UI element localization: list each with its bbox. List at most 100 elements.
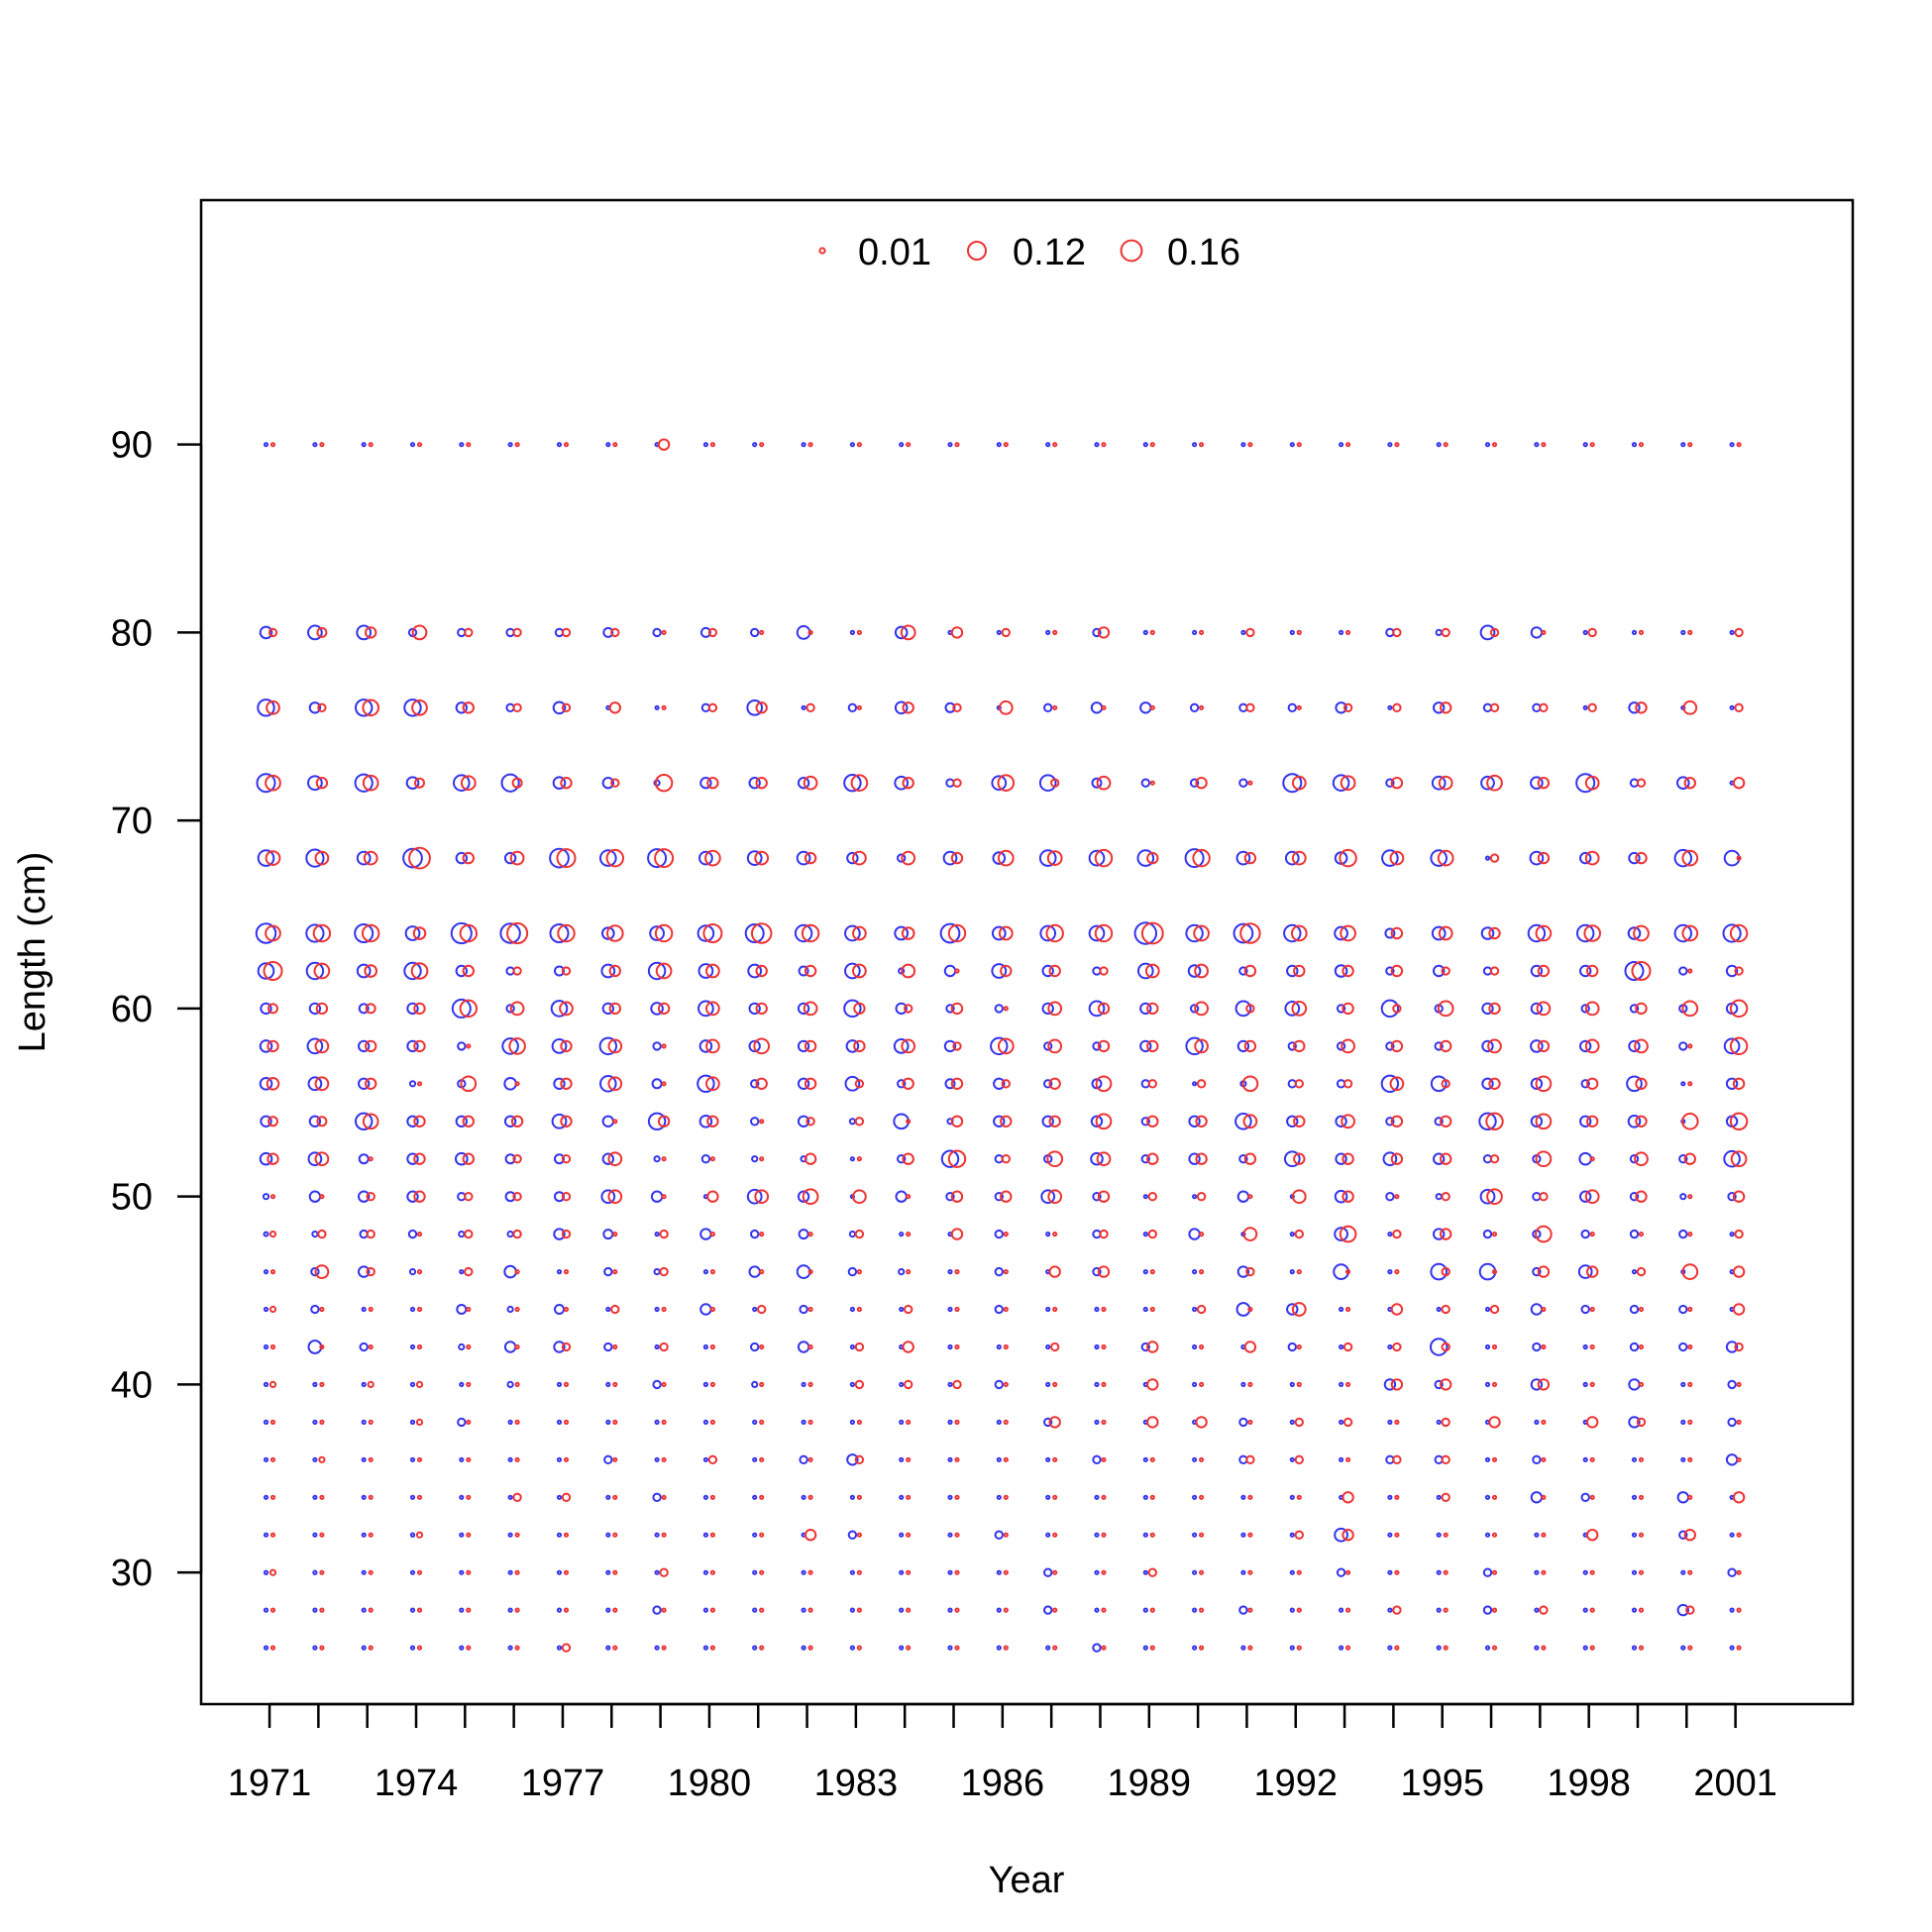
bubble-observed <box>263 1494 269 1500</box>
bubble-observed <box>1240 1532 1246 1538</box>
bubble-observed <box>1729 1532 1735 1538</box>
bubble-expected <box>413 1002 426 1016</box>
bubble-expected <box>1101 1569 1107 1575</box>
bubble-expected <box>1394 1194 1400 1200</box>
bubble-expected <box>1734 1229 1744 1239</box>
bubble-expected <box>757 1304 767 1315</box>
bubble-observed <box>654 1306 660 1313</box>
bubble-expected <box>464 627 474 638</box>
bubble-expected <box>266 699 280 715</box>
bubble-observed <box>1582 704 1588 710</box>
bubble-expected <box>850 774 869 793</box>
bubble-expected <box>1345 1456 1351 1462</box>
bubble-observed <box>603 1266 613 1277</box>
bubble-observed <box>898 1268 906 1276</box>
bubble-expected <box>269 442 276 448</box>
bubble-expected <box>514 1343 520 1350</box>
bubble-expected <box>1095 1113 1113 1130</box>
bubble-observed <box>849 1306 856 1313</box>
bubble-observed <box>554 965 565 977</box>
bubble-expected <box>1101 442 1107 448</box>
bubble-observed <box>553 1228 566 1240</box>
bubble-expected <box>362 1113 379 1130</box>
bubble-expected <box>1736 1381 1742 1388</box>
bubble-expected <box>607 1076 623 1092</box>
bubble-observed <box>503 851 517 865</box>
bubble-expected <box>1245 1266 1255 1277</box>
bubble-expected <box>1539 702 1549 712</box>
bubble-expected <box>1052 1306 1058 1313</box>
y-tick-label: 50 <box>111 1177 153 1219</box>
bubble-observed <box>358 1190 371 1203</box>
bubble-expected <box>1687 442 1693 448</box>
bubble-expected <box>1541 629 1547 636</box>
bubble-expected <box>1247 1569 1253 1575</box>
bubble-observed <box>1527 923 1547 943</box>
bubble-observed <box>1335 701 1347 714</box>
bubble-observed <box>1484 1381 1491 1388</box>
bubble-expected <box>1392 1605 1402 1615</box>
bubble-expected <box>1247 1532 1253 1538</box>
bubble-expected <box>462 1152 475 1165</box>
bubble-expected <box>902 1341 914 1353</box>
bubble-expected <box>807 1343 813 1350</box>
bubble-expected <box>1052 629 1058 636</box>
bubble-expected <box>853 1039 866 1053</box>
bubble-expected <box>661 1156 667 1162</box>
bubble-observed <box>1333 1263 1349 1280</box>
bubble-observed <box>1628 1416 1641 1429</box>
bubble-expected <box>906 1569 912 1575</box>
bubble-expected <box>1247 780 1253 786</box>
bubble-expected <box>460 775 477 792</box>
bubble-observed <box>752 1456 758 1462</box>
bubble-expected <box>661 1081 667 1087</box>
bubble-observed <box>263 1343 269 1350</box>
bubble-expected <box>1296 1381 1302 1388</box>
bubble-expected <box>1340 775 1356 792</box>
bubble-observed <box>1433 964 1446 978</box>
bubble-expected <box>706 1190 719 1203</box>
bubble-expected <box>408 846 431 870</box>
bubble-expected <box>1199 1456 1205 1462</box>
bubble-expected <box>954 442 960 448</box>
bubble-expected <box>269 1419 276 1426</box>
bubble-observed <box>898 967 906 975</box>
bubble-observed <box>849 1607 856 1613</box>
bubble-expected <box>1392 1454 1402 1464</box>
bubble-observed <box>647 1112 667 1131</box>
legend: 0.01 0.12 0.16 <box>818 232 1240 273</box>
bubble-observed <box>801 1419 806 1426</box>
bubble-observed <box>991 925 1007 941</box>
bubble-observed <box>1387 442 1393 448</box>
bubble-observed <box>1673 848 1693 868</box>
bubble-expected <box>1486 774 1503 792</box>
bubble-observed <box>1530 626 1544 639</box>
bubble-expected <box>1339 1225 1357 1243</box>
bubble-observed <box>1240 1381 1246 1388</box>
bubble-expected <box>509 1001 525 1017</box>
bubble-expected <box>1687 1419 1693 1426</box>
bubble-expected <box>1736 1456 1742 1462</box>
bubble-observed <box>1136 962 1154 980</box>
bubble-expected <box>1736 1645 1742 1651</box>
bubble-observed <box>601 777 614 790</box>
bubble-observed <box>1189 778 1200 788</box>
bubble-observed <box>1188 1115 1201 1128</box>
bubble-observed <box>1578 1151 1593 1166</box>
bubble-expected <box>1101 1343 1107 1350</box>
bubble-observed <box>996 442 1002 448</box>
bubble-expected <box>1149 1456 1155 1462</box>
bubble-observed <box>1139 701 1152 714</box>
bubble-expected <box>856 1419 863 1426</box>
bubble-observed <box>354 698 374 717</box>
bubble-observed <box>1530 964 1544 978</box>
bubble-expected <box>1491 1456 1498 1462</box>
bubble-expected <box>413 1152 426 1165</box>
bubble-expected <box>367 1380 375 1389</box>
bubble-expected <box>1199 629 1205 636</box>
bubble-observed <box>1380 1074 1400 1094</box>
bubble-observed <box>1582 1569 1588 1575</box>
bubble-observed <box>260 1115 272 1128</box>
bubble-observed <box>1038 774 1057 793</box>
bubble-observed <box>1039 924 1057 942</box>
